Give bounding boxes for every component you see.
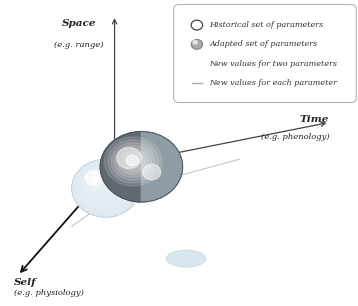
Wedge shape <box>100 132 141 202</box>
FancyBboxPatch shape <box>174 5 356 103</box>
Circle shape <box>115 146 152 177</box>
Circle shape <box>92 177 100 184</box>
Circle shape <box>77 164 130 209</box>
Circle shape <box>100 132 183 202</box>
Text: New values for two parameters: New values for two parameters <box>209 60 338 68</box>
Text: Time: Time <box>300 115 329 124</box>
Circle shape <box>90 177 104 189</box>
Text: (e.g. range): (e.g. range) <box>54 41 103 49</box>
Text: Self: Self <box>14 278 37 287</box>
Circle shape <box>191 39 203 49</box>
Circle shape <box>142 164 161 180</box>
Text: (e.g. phenology): (e.g. phenology) <box>261 133 329 141</box>
Circle shape <box>87 174 109 193</box>
Circle shape <box>126 155 139 166</box>
Text: Space: Space <box>62 19 96 28</box>
Wedge shape <box>141 132 183 202</box>
Circle shape <box>84 172 114 197</box>
Circle shape <box>72 159 140 217</box>
Text: New values for each parameter: New values for each parameter <box>209 79 338 87</box>
Circle shape <box>118 149 148 174</box>
Circle shape <box>85 171 102 185</box>
Circle shape <box>79 167 124 205</box>
Circle shape <box>121 151 145 171</box>
Text: (e.g. physiology): (e.g. physiology) <box>14 289 84 297</box>
Circle shape <box>72 159 140 217</box>
Circle shape <box>105 137 162 186</box>
Circle shape <box>117 147 141 169</box>
Text: Historical set of parameters: Historical set of parameters <box>209 21 324 29</box>
Circle shape <box>193 40 197 44</box>
Circle shape <box>111 143 155 180</box>
Ellipse shape <box>166 250 206 267</box>
Circle shape <box>108 140 159 183</box>
Circle shape <box>82 169 119 201</box>
Text: Adapted set of parameters: Adapted set of parameters <box>209 40 318 48</box>
Circle shape <box>74 162 135 213</box>
